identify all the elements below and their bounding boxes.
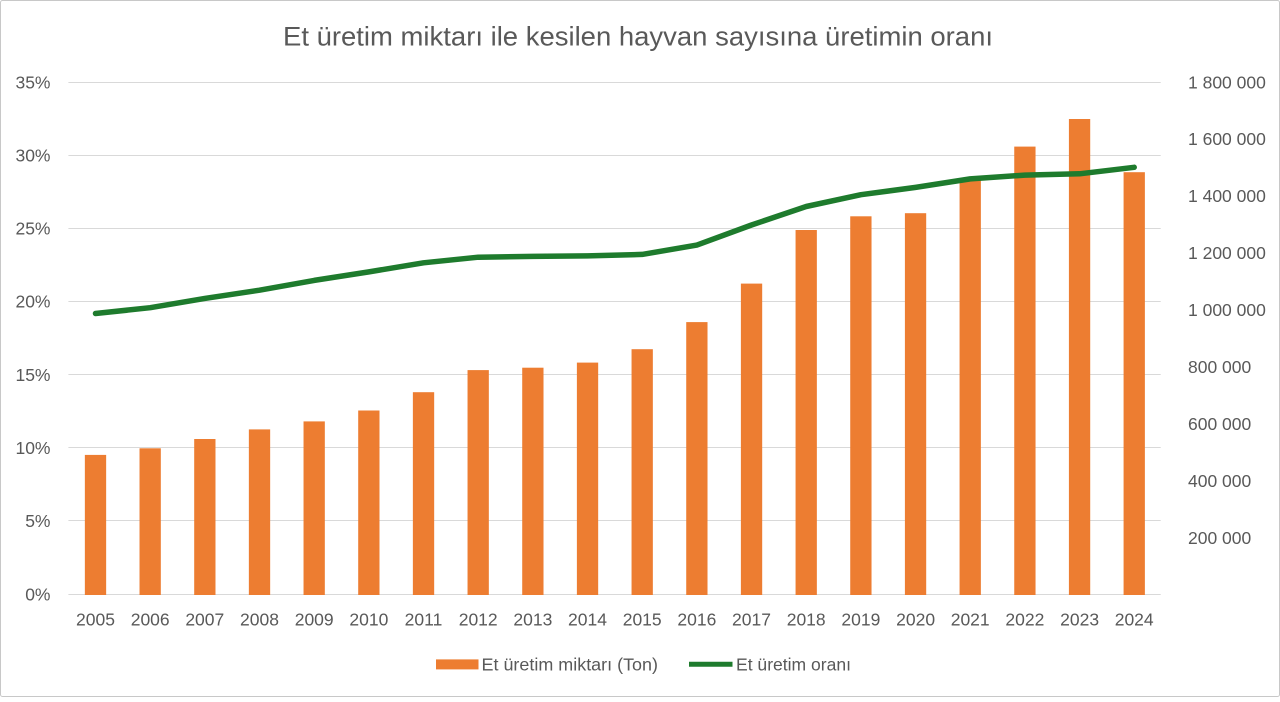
svg-text:1 400 000: 1 400 000 [1188,186,1266,206]
svg-text:1 600 000: 1 600 000 [1188,129,1266,149]
svg-text:2009: 2009 [295,609,334,629]
svg-text:20%: 20% [15,292,50,312]
svg-text:2018: 2018 [787,609,826,629]
svg-text:30%: 30% [15,146,50,166]
svg-text:1 200 000: 1 200 000 [1188,243,1266,263]
svg-text:10%: 10% [15,438,50,458]
svg-text:35%: 35% [15,72,50,92]
svg-text:2011: 2011 [405,609,443,629]
svg-text:25%: 25% [15,219,50,239]
svg-text:2013: 2013 [513,609,552,629]
svg-text:2014: 2014 [568,609,607,629]
svg-text:1 800 000: 1 800 000 [1188,72,1266,92]
svg-text:2023: 2023 [1060,609,1099,629]
svg-text:2006: 2006 [131,609,170,629]
svg-text:5%: 5% [25,511,50,531]
svg-text:2022: 2022 [1005,609,1044,629]
svg-text:2017: 2017 [732,609,771,629]
svg-text:15%: 15% [15,365,50,385]
svg-text:400 000: 400 000 [1188,471,1252,491]
svg-text:800 000: 800 000 [1188,357,1252,377]
svg-text:2021: 2021 [951,609,990,629]
svg-text:2007: 2007 [185,609,224,629]
svg-text:2008: 2008 [240,609,279,629]
svg-text:2010: 2010 [349,609,388,629]
svg-text:2016: 2016 [677,609,716,629]
svg-text:600 000: 600 000 [1188,414,1252,434]
svg-text:1 000 000: 1 000 000 [1188,300,1266,320]
svg-text:2019: 2019 [841,609,880,629]
svg-text:2024: 2024 [1115,609,1154,629]
svg-text:0%: 0% [25,584,50,604]
svg-text:Et üretim oranı: Et üretim oranı [736,654,851,674]
svg-text:2005: 2005 [76,609,115,629]
svg-text:2020: 2020 [896,609,935,629]
svg-text:2015: 2015 [623,609,662,629]
svg-text:Et üretim miktarı (Ton): Et üretim miktarı (Ton) [482,654,659,674]
svg-text:200 000: 200 000 [1188,528,1252,548]
svg-text:2012: 2012 [459,609,498,629]
svg-text:Et üretim miktarı ile kesilen: Et üretim miktarı ile kesilen hayvan say… [283,22,993,52]
